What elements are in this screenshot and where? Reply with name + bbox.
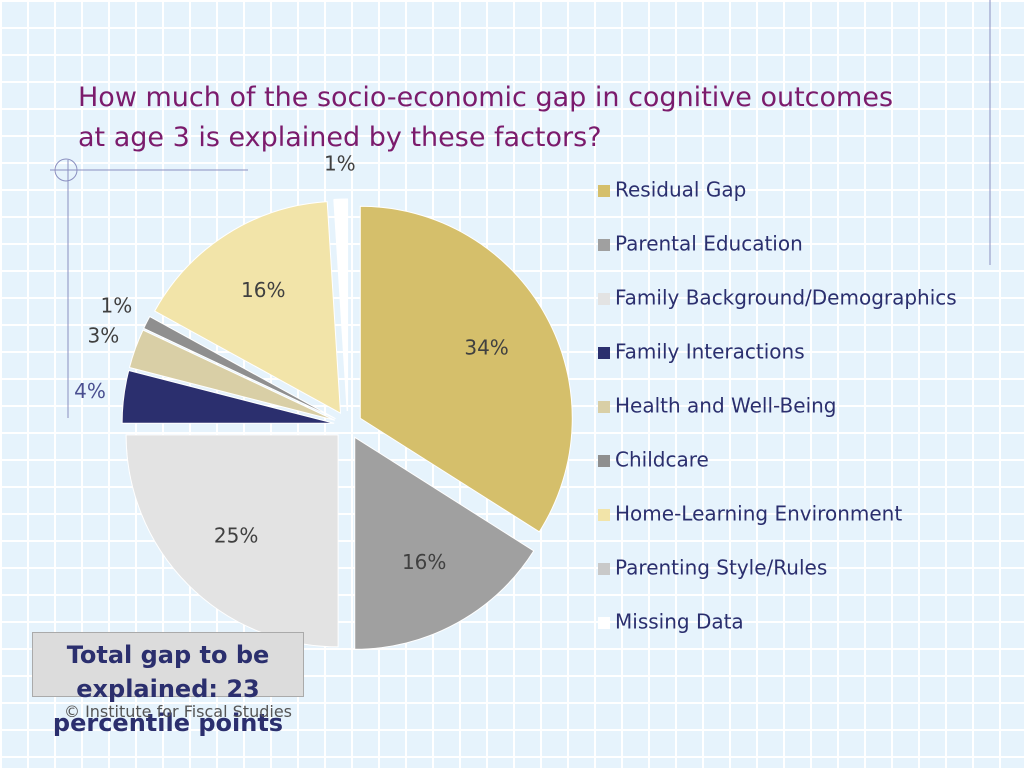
data-label: 1% <box>100 293 132 317</box>
legend-swatch <box>598 509 610 521</box>
data-label: 1% <box>324 152 356 176</box>
legend-swatch <box>598 401 610 413</box>
pie-slice <box>354 436 535 650</box>
legend-swatch <box>598 347 610 359</box>
pie-slice <box>333 198 349 412</box>
note-box <box>32 632 304 697</box>
legend-label: Home-Learning Environment <box>615 502 902 526</box>
data-label: 4% <box>74 379 106 403</box>
pie-slice <box>359 205 573 533</box>
pie-slice <box>128 329 336 421</box>
legend-label: Parental Education <box>615 232 803 256</box>
data-label: 34% <box>464 335 508 359</box>
pie-slice <box>121 369 335 424</box>
total-gap-note: Total gap to be explained: 23 percentile… <box>52 641 284 737</box>
legend-label: Family Background/Demographics <box>615 286 957 310</box>
legend-label: Family Interactions <box>615 340 805 364</box>
legend-label: Childcare <box>615 448 709 472</box>
legend-swatch <box>598 239 610 251</box>
legend-label: Health and Well-Being <box>615 394 837 418</box>
legend-label: Parenting Style/Rules <box>615 556 827 580</box>
data-label: 25% <box>214 523 258 547</box>
data-label: 16% <box>241 278 285 302</box>
decor-circle <box>54 158 78 182</box>
legend-swatch <box>598 455 610 467</box>
legend-swatch <box>598 185 610 197</box>
chart-title: How much of the socio-economic gap in co… <box>78 82 894 153</box>
legend-label: Missing Data <box>615 610 744 634</box>
legend-label: Residual Gap <box>615 178 746 202</box>
legend-swatch <box>598 293 610 305</box>
legend-swatch <box>598 617 610 629</box>
copyright: © Institute for Fiscal Studies <box>63 702 292 721</box>
legend-swatch <box>598 563 610 575</box>
data-label: 16% <box>402 550 446 574</box>
pie-slice <box>143 315 336 420</box>
pie-slice <box>154 201 342 415</box>
data-label: 3% <box>88 323 120 347</box>
